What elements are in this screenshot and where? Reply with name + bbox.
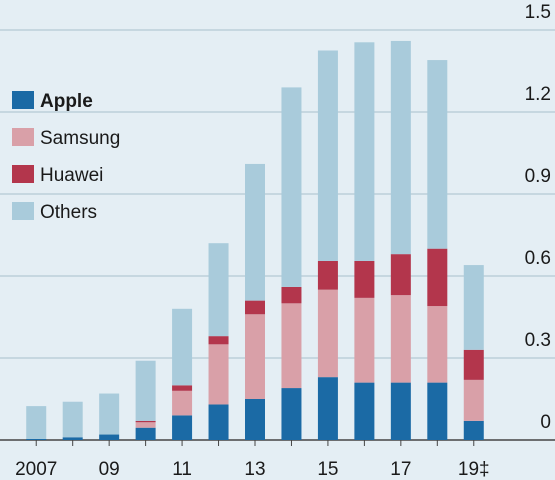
bar-segment — [427, 60, 448, 249]
bar-segment — [172, 308, 193, 386]
bar-segment — [208, 404, 229, 440]
bar-segment — [172, 415, 193, 440]
bar-segment — [245, 314, 265, 399]
legend-label: Huawei — [40, 165, 103, 186]
bar-segment — [427, 248, 448, 307]
bar-segment — [172, 390, 193, 416]
x-tick-label: 19‡ — [458, 459, 490, 480]
bar-segment — [245, 163, 265, 301]
legend-swatch — [12, 165, 34, 183]
bar-segment — [135, 427, 156, 440]
bar-segment — [26, 438, 47, 440]
bar-segment — [62, 437, 83, 440]
x-tick-label: 13 — [244, 459, 265, 480]
bar-segment — [390, 295, 411, 383]
bar-segment — [281, 87, 302, 287]
y-tick-label: 1.5 — [525, 2, 551, 23]
legend-label: Samsung — [40, 128, 120, 149]
legend-swatch — [12, 91, 34, 109]
bar-segment — [463, 349, 484, 380]
bar-segment — [281, 303, 302, 389]
y-tick-label: 0.3 — [525, 330, 551, 351]
bar-segment — [354, 297, 375, 383]
bar-segment — [390, 40, 411, 255]
bar-segment — [390, 382, 411, 440]
legend-swatch — [12, 128, 34, 146]
bar-segment — [99, 434, 120, 440]
bar-segment — [208, 344, 229, 405]
bar-segment — [354, 260, 375, 298]
bar-segment — [208, 243, 229, 337]
y-tick-label: 0.6 — [525, 248, 551, 269]
bar-segment — [135, 420, 156, 423]
bar-segment — [317, 289, 338, 378]
bar-segment — [354, 42, 375, 261]
bar-segment — [26, 406, 47, 439]
bar-segment — [427, 382, 448, 440]
x-tick-label: 2007 — [15, 459, 57, 480]
bar-segment — [317, 50, 338, 261]
bar-segment — [463, 379, 484, 421]
bar-segment — [62, 401, 83, 438]
bar-segment — [463, 265, 484, 350]
x-tick-label: 11 — [172, 459, 192, 480]
bar-segment — [390, 254, 411, 296]
x-tick-label: 15 — [317, 459, 338, 480]
x-tick-label: 17 — [390, 459, 411, 480]
bar-segment — [99, 393, 120, 435]
bar-segment — [281, 286, 302, 304]
bar-segment — [245, 300, 265, 315]
bar-segment — [354, 382, 375, 440]
bar-segment — [208, 336, 229, 345]
legend-swatch — [12, 202, 34, 220]
bar-segment — [281, 388, 302, 440]
y-tick-label: 0 — [540, 412, 551, 433]
bar-segment — [135, 360, 156, 421]
bar-segment — [317, 260, 338, 290]
bar-segment — [172, 385, 193, 391]
bar-segment — [245, 399, 265, 440]
legend-label: Apple — [40, 91, 93, 112]
x-tick-label: 09 — [99, 459, 120, 480]
legend-label: Others — [40, 202, 97, 223]
y-tick-label: 0.9 — [525, 166, 551, 187]
y-tick-label: 1.2 — [525, 84, 551, 105]
bar-segment — [427, 306, 448, 383]
bar-segment — [317, 377, 338, 440]
bar-segment — [135, 422, 156, 428]
bar-segment — [463, 420, 484, 440]
